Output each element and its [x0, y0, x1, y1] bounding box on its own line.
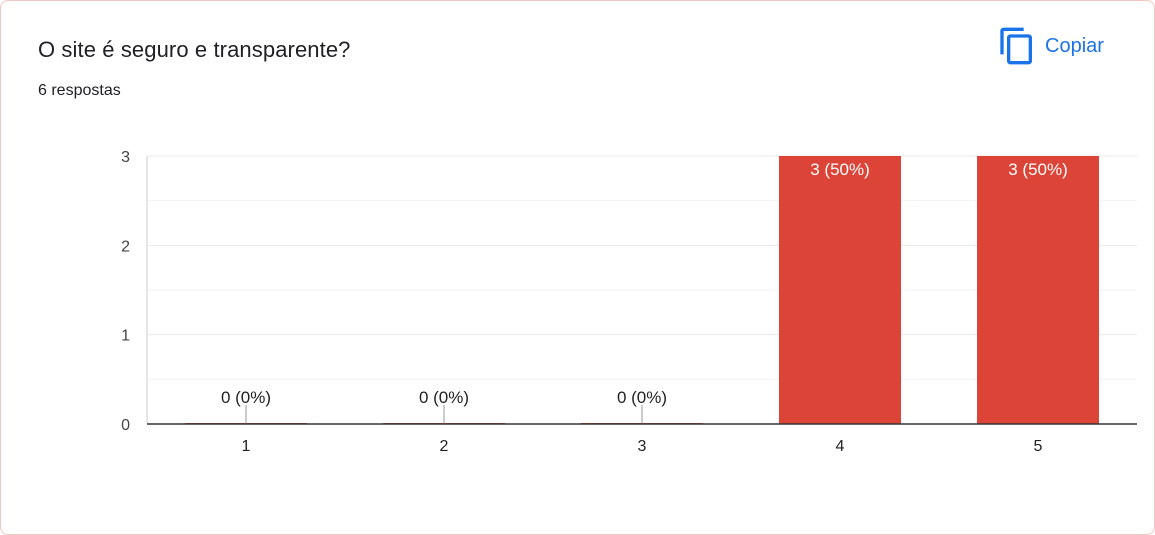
y-tick-label: 3 — [121, 149, 130, 166]
x-tick-label: 5 — [1034, 438, 1043, 455]
data-label: 3 (50%) — [810, 160, 870, 179]
response-count: 6 respostas — [38, 82, 121, 99]
data-label: 3 (50%) — [1008, 160, 1068, 179]
copy-icon — [1000, 27, 1032, 65]
data-label: 0 (0%) — [617, 388, 667, 407]
bar — [779, 156, 901, 424]
x-tick-label: 3 — [638, 438, 647, 455]
data-label: 0 (0%) — [419, 388, 469, 407]
y-tick-label: 2 — [121, 238, 130, 255]
x-tick-label: 4 — [836, 438, 845, 455]
chart-title: O site é seguro e transparente? — [38, 37, 351, 62]
y-tick-label: 1 — [121, 328, 130, 345]
x-tick-label: 2 — [440, 438, 449, 455]
bar — [977, 156, 1099, 424]
y-tick-label: 0 — [121, 417, 130, 434]
copy-button[interactable]: Copiar — [991, 23, 1126, 69]
data-label: 0 (0%) — [221, 388, 271, 407]
x-tick-label: 1 — [242, 438, 251, 455]
copy-button-label: Copiar — [1045, 34, 1104, 57]
